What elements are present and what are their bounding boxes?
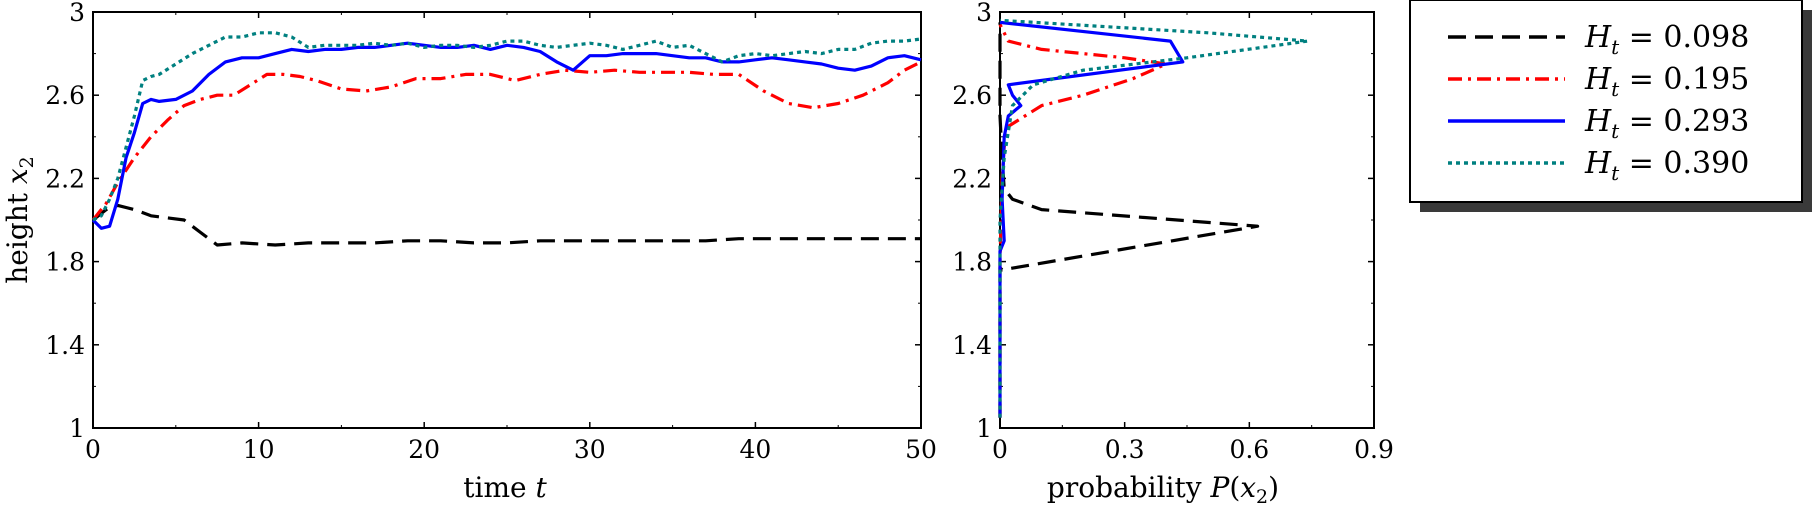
right-x-tick-label: 0.6 — [1229, 435, 1269, 464]
legend-label-value: = 0.195 — [1619, 62, 1749, 97]
left-y-axis-label: height x2 — [1, 156, 38, 284]
legend-label-3: Ht = 0.390 — [1584, 146, 1749, 185]
legend-label-2: Ht = 0.293 — [1584, 104, 1749, 143]
left-y-tick-label: 1.8 — [45, 248, 85, 277]
left-x-tick-label: 50 — [905, 435, 937, 464]
legend-box — [1409, 0, 1803, 203]
left-series-line-1 — [91, 60, 922, 221]
right-x-label-var2: x — [1240, 471, 1256, 504]
right-y-tick-label: 1.4 — [952, 331, 992, 360]
legend-label-0: Ht = 0.098 — [1584, 20, 1749, 59]
left-x-tick-label: 20 — [408, 435, 440, 464]
left-plot-frame — [92, 11, 922, 429]
right-x-tick-label: 0 — [992, 435, 1008, 464]
right-plot-frame — [999, 11, 1375, 429]
legend-label-1: Ht = 0.195 — [1584, 62, 1749, 101]
right-x-label-sub: 2 — [1256, 486, 1268, 508]
legend-label-value: = 0.293 — [1619, 104, 1749, 139]
left-x-label-main: time — [463, 471, 535, 504]
left-x-tick-label: 40 — [739, 435, 771, 464]
right-x-tick-label: 0.3 — [1105, 435, 1145, 464]
left-x-tick-label: 30 — [574, 435, 606, 464]
right-x-label-var: P — [1209, 471, 1230, 504]
legend-label-var: H — [1584, 62, 1612, 97]
right-x-tick-label: 0.9 — [1354, 435, 1394, 464]
left-series-line-0 — [92, 203, 921, 247]
right-y-tick-label: 3 — [976, 0, 992, 27]
right-y-tick-label: 1.8 — [952, 248, 992, 277]
legend-label-sub: t — [1611, 35, 1620, 59]
legend-label-var: H — [1584, 146, 1612, 181]
left-series-line-2 — [91, 41, 922, 230]
left-y-tick-label: 1.4 — [45, 331, 85, 360]
left-x-label-var: t — [535, 471, 547, 504]
left-y-tick-label: 1 — [69, 414, 85, 443]
left-y-tick-label: 2.2 — [45, 164, 85, 193]
left-y-label-main: height — [1, 184, 34, 284]
right-y-tick-label: 2.6 — [952, 81, 992, 110]
right-x-label-close: ) — [1268, 471, 1279, 504]
right-axis-ticks: 0 0.3 0.6 0.9 1 1.4 1.8 2.2 2.6 3 — [952, 0, 1394, 464]
left-y-label-var: x — [1, 168, 34, 184]
right-x-label-open: ( — [1229, 471, 1240, 504]
left-x-axis-label: time t — [463, 471, 547, 504]
left-axis-ticks: 0 10 20 30 40 50 1 1.4 1.8 2.2 2.6 3 — [45, 0, 937, 464]
right-x-axis-label: probability P(x2) — [1047, 471, 1279, 508]
left-series-line-3 — [92, 31, 922, 222]
legend-label-sub: t — [1611, 77, 1620, 101]
right-series-group — [998, 18, 1310, 418]
left-x-tick-label: 0 — [85, 435, 101, 464]
legend-label-value: = 0.390 — [1619, 146, 1749, 181]
left-y-label-sub: 2 — [16, 156, 38, 168]
legend-label-var: H — [1584, 104, 1612, 139]
left-x-tick-label: 10 — [243, 435, 275, 464]
legend-label-sub: t — [1611, 119, 1620, 143]
left-y-tick-label: 2.6 — [45, 81, 85, 110]
right-x-label-main: probability — [1047, 471, 1211, 504]
legend-label-value: = 0.098 — [1619, 20, 1749, 55]
right-series-line-3 — [998, 18, 1310, 418]
right-series-line-2 — [998, 20, 1185, 418]
left-series-group — [91, 31, 922, 247]
legend-label-var: H — [1584, 20, 1612, 55]
right-y-tick-label: 2.2 — [952, 164, 992, 193]
left-y-tick-label: 3 — [69, 0, 85, 27]
right-y-tick-label: 1 — [976, 414, 992, 443]
legend-label-sub: t — [1611, 161, 1620, 185]
